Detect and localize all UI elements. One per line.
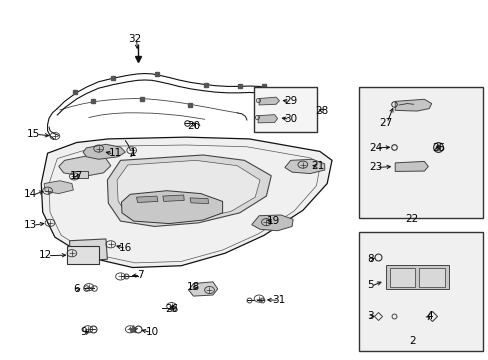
Text: 8: 8 — [367, 253, 373, 264]
Text: 18: 18 — [186, 282, 200, 292]
Polygon shape — [285, 159, 324, 174]
Text: 20: 20 — [186, 121, 200, 131]
Bar — [385, 265, 448, 289]
Text: 17: 17 — [70, 171, 83, 181]
Text: 21: 21 — [310, 161, 324, 171]
Text: 16: 16 — [119, 243, 132, 253]
Bar — [418, 267, 445, 287]
Text: 25: 25 — [431, 143, 445, 153]
Text: 14: 14 — [24, 189, 37, 199]
Text: 3: 3 — [367, 311, 373, 321]
Text: 30: 30 — [284, 114, 297, 124]
Text: 23: 23 — [368, 162, 382, 172]
Bar — [358, 87, 482, 217]
Bar — [73, 171, 88, 178]
Polygon shape — [44, 181, 73, 194]
Polygon shape — [251, 215, 292, 231]
Text: 12: 12 — [39, 250, 52, 260]
Polygon shape — [188, 282, 217, 296]
Polygon shape — [59, 155, 111, 176]
Text: 7: 7 — [136, 270, 143, 280]
Polygon shape — [117, 160, 260, 222]
Text: 22: 22 — [405, 214, 418, 224]
Polygon shape — [69, 239, 107, 261]
Text: 9: 9 — [81, 327, 87, 337]
Text: 11: 11 — [109, 148, 122, 158]
Text: 4: 4 — [425, 311, 432, 321]
Polygon shape — [258, 114, 277, 123]
Text: 15: 15 — [26, 129, 40, 139]
Text: 31: 31 — [271, 295, 285, 305]
Polygon shape — [271, 90, 291, 100]
Text: 10: 10 — [145, 327, 158, 337]
Bar — [389, 267, 414, 287]
Polygon shape — [41, 137, 331, 267]
Text: 32: 32 — [128, 34, 142, 44]
Polygon shape — [163, 195, 184, 202]
Text: 13: 13 — [24, 220, 37, 230]
Bar — [67, 246, 99, 264]
Polygon shape — [394, 161, 427, 171]
Text: 2: 2 — [408, 336, 415, 346]
Text: 6: 6 — [73, 284, 80, 294]
Polygon shape — [107, 155, 271, 226]
Polygon shape — [190, 198, 208, 203]
Polygon shape — [259, 97, 279, 105]
Polygon shape — [83, 144, 125, 159]
Polygon shape — [121, 191, 222, 224]
Text: 27: 27 — [378, 118, 391, 128]
Text: 5: 5 — [367, 280, 373, 291]
Polygon shape — [394, 99, 431, 111]
Text: 28: 28 — [315, 106, 328, 116]
Text: 1: 1 — [129, 148, 136, 158]
Text: 19: 19 — [266, 216, 280, 226]
Bar — [358, 232, 482, 351]
Polygon shape — [136, 196, 158, 203]
Text: 24: 24 — [368, 143, 382, 153]
Bar — [254, 87, 317, 132]
Text: 29: 29 — [284, 96, 297, 107]
Text: 26: 26 — [164, 303, 178, 314]
